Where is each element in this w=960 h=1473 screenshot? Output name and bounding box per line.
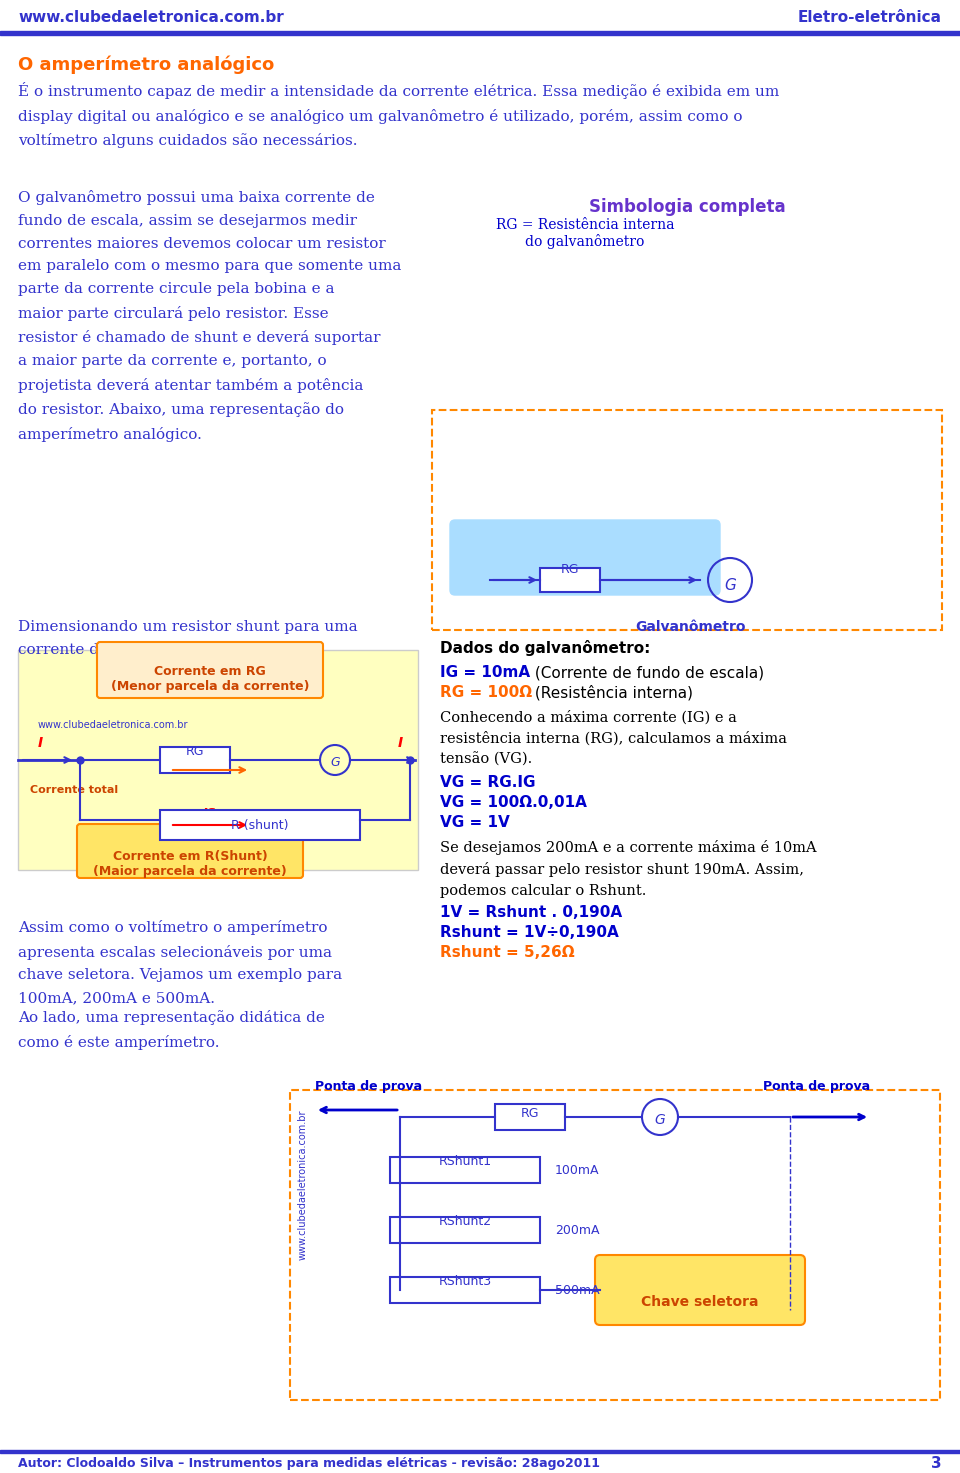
Bar: [160, 810, 360, 840]
Text: Autor: Clodoaldo Silva – Instrumentos para medidas elétricas - revisão: 28ago201: Autor: Clodoaldo Silva – Instrumentos pa…: [18, 1457, 600, 1470]
FancyBboxPatch shape: [290, 1090, 940, 1399]
Text: Eletro-eletrônica: Eletro-eletrônica: [798, 10, 942, 25]
Bar: [160, 747, 230, 773]
Text: Conhecendo a máxima corrente (IG) e a
resistência interna (RG), calculamos a máx: Conhecendo a máxima corrente (IG) e a re…: [440, 710, 787, 766]
FancyBboxPatch shape: [595, 1255, 805, 1326]
FancyBboxPatch shape: [432, 409, 942, 630]
Text: VG = 100Ω.0,01A: VG = 100Ω.0,01A: [440, 795, 587, 810]
Text: Rshunt = 5,26Ω: Rshunt = 5,26Ω: [440, 946, 575, 960]
Bar: [540, 569, 600, 592]
Text: Ponta de prova: Ponta de prova: [315, 1080, 422, 1093]
Text: Simbologia completa: Simbologia completa: [588, 197, 785, 217]
Text: www.clubedaeletronica.com.br: www.clubedaeletronica.com.br: [18, 10, 284, 25]
Text: VG = 1V: VG = 1V: [440, 815, 510, 829]
Text: www.clubedaeletronica.com.br: www.clubedaeletronica.com.br: [298, 1111, 308, 1261]
Bar: [495, 1103, 565, 1130]
Text: Galvanômetro: Galvanômetro: [635, 620, 745, 633]
Text: Chave seletora: Chave seletora: [641, 1295, 758, 1309]
Bar: [0, 1449, 960, 1452]
Text: 200mA: 200mA: [555, 1224, 599, 1236]
FancyBboxPatch shape: [450, 520, 720, 595]
Text: 500mA: 500mA: [555, 1283, 600, 1296]
Text: G: G: [330, 756, 340, 769]
Text: www.clubedaeletronica.com.br: www.clubedaeletronica.com.br: [38, 720, 188, 731]
Text: 1V = Rshunt . 0,190A: 1V = Rshunt . 0,190A: [440, 904, 622, 921]
Text: Ao lado, uma representação didática de
como é este amperímetro.: Ao lado, uma representação didática de c…: [18, 1010, 324, 1050]
Text: RG = 100Ω: RG = 100Ω: [440, 685, 532, 700]
Text: IS: IS: [204, 807, 217, 820]
Text: R (shunt): R (shunt): [231, 819, 289, 832]
Text: O galvanômetro possui uma baixa corrente de
fundo de escala, assim se desejarmos: O galvanômetro possui uma baixa corrente…: [18, 190, 401, 442]
Text: IG: IG: [203, 762, 217, 775]
Text: VG = RG.IG: VG = RG.IG: [440, 775, 536, 790]
Text: RShunt3: RShunt3: [439, 1276, 492, 1287]
Text: (Resistência interna): (Resistência interna): [530, 685, 693, 701]
Text: RG: RG: [520, 1108, 540, 1119]
Text: Corrente em RG
(Menor parcela da corrente): Corrente em RG (Menor parcela da corrent…: [110, 664, 309, 692]
FancyBboxPatch shape: [97, 642, 323, 698]
Bar: [390, 1156, 540, 1183]
Text: I: I: [397, 736, 402, 750]
Text: G: G: [655, 1114, 665, 1127]
Text: RShunt2: RShunt2: [439, 1215, 492, 1228]
Text: Rshunt = 1V÷0,190A: Rshunt = 1V÷0,190A: [440, 925, 619, 940]
Text: Ponta de prova: Ponta de prova: [763, 1080, 870, 1093]
Bar: [0, 31, 960, 35]
Text: G: G: [724, 577, 736, 592]
Text: (Corrente de fundo de escala): (Corrente de fundo de escala): [530, 664, 764, 681]
Text: RG = Resistência interna
do galvanômetro: RG = Resistência interna do galvanômetro: [495, 218, 674, 249]
Text: Corrente em R(Shunt)
(Maior parcela da corrente): Corrente em R(Shunt) (Maior parcela da c…: [93, 850, 287, 878]
Text: IG = 10mA: IG = 10mA: [440, 664, 530, 681]
Text: O amperímetro analógico: O amperímetro analógico: [18, 55, 275, 74]
Text: 100mA: 100mA: [555, 1164, 599, 1177]
FancyBboxPatch shape: [18, 650, 418, 871]
Text: Corrente total: Corrente total: [30, 785, 118, 795]
Text: RShunt1: RShunt1: [439, 1155, 492, 1168]
Bar: [390, 1217, 540, 1243]
Text: Se desejamos 200mA e a corrente máxima é 10mA
deverá passar pelo resistor shunt : Se desejamos 200mA e a corrente máxima é…: [440, 840, 817, 899]
Text: RG: RG: [185, 745, 204, 759]
Text: 3: 3: [931, 1455, 942, 1470]
Text: RG: RG: [561, 563, 579, 576]
Text: Dimensionando um resistor shunt para uma
corrente de 200mA.: Dimensionando um resistor shunt para uma…: [18, 620, 358, 657]
Bar: [390, 1277, 540, 1304]
FancyBboxPatch shape: [77, 823, 303, 878]
Text: Assim como o voltímetro o amperímetro
apresenta escalas selecionáveis por uma
ch: Assim como o voltímetro o amperímetro ap…: [18, 921, 342, 1005]
Text: É o instrumento capaz de medir a intensidade da corrente elétrica. Essa medição : É o instrumento capaz de medir a intensi…: [18, 82, 780, 149]
Text: I: I: [37, 736, 42, 750]
Text: Dados do galvanômetro:: Dados do galvanômetro:: [440, 639, 650, 655]
